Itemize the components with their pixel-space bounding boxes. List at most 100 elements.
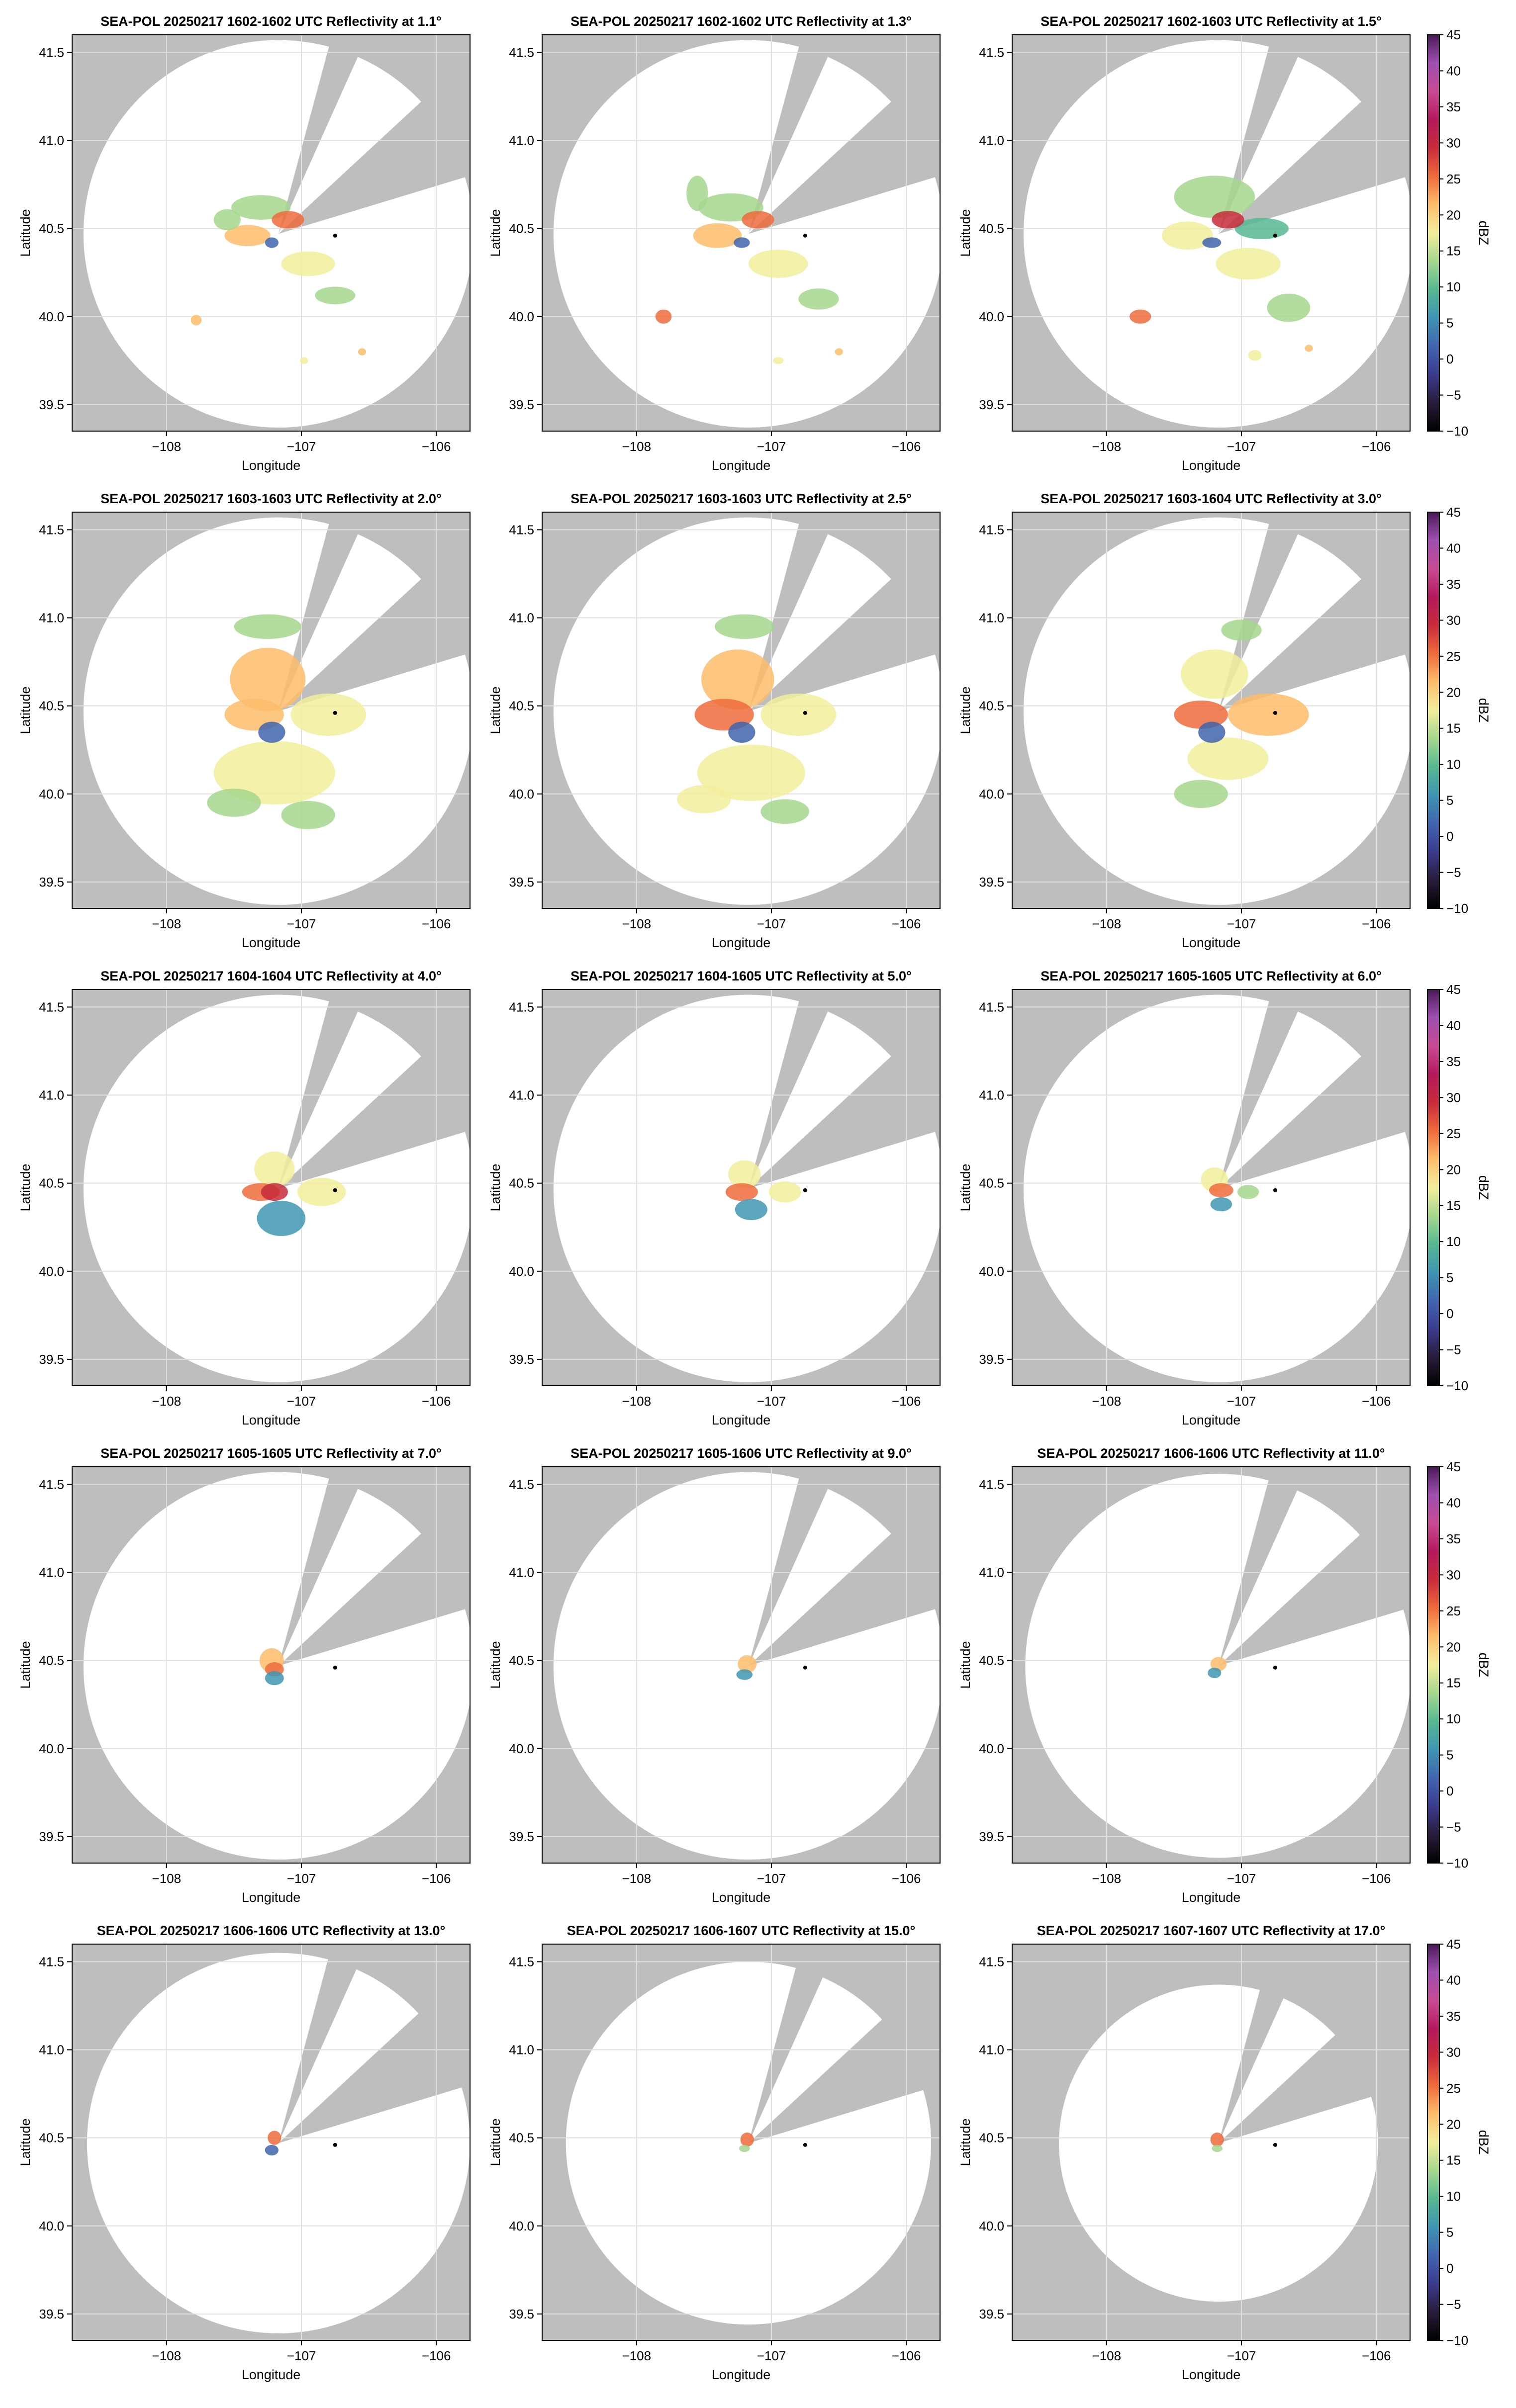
site-marker	[803, 2142, 807, 2147]
x-axis-label: Longitude	[242, 458, 301, 473]
colorbar-tick-label: −5	[1446, 1820, 1461, 1835]
axes-frame	[72, 34, 471, 432]
echo-region	[736, 1669, 753, 1680]
colorbar-tick-label: 5	[1446, 793, 1453, 808]
site-marker	[333, 711, 337, 715]
radar-coverage	[83, 40, 470, 428]
echo-region	[1198, 721, 1226, 743]
x-axis-label: Longitude	[712, 1413, 771, 1427]
panel-title: SEA-POL 20250217 1605-1605 UTC Reflectiv…	[1041, 969, 1382, 983]
x-tick-label: −107	[287, 2348, 316, 2363]
axes-frame	[542, 1944, 941, 2341]
colorbar-bar	[1427, 1944, 1440, 2341]
y-tick-label: 41.5	[39, 1477, 64, 1492]
plot-area	[72, 1467, 470, 1863]
y-tick-label: 41.5	[39, 45, 64, 60]
colorbar-tick-label: 20	[1446, 2117, 1461, 2132]
site-marker	[1273, 233, 1277, 238]
echo-region	[1180, 649, 1248, 699]
panel-5: −108 −107 −106 39.5 40.0 40.5 41.0 41.5 Longitud…	[488, 491, 941, 950]
echo-region	[1237, 1185, 1259, 1199]
x-tick-label: −107	[757, 1871, 786, 1886]
colorbar-tick-label: 20	[1446, 685, 1461, 700]
echo-region	[677, 785, 731, 813]
panel-title: SEA-POL 20250217 1606-1606 UTC Reflectiv…	[1037, 1446, 1385, 1461]
panel-15: −108 −107 −106 39.5 40.0 40.5 41.0 41.5 Longitud…	[958, 1923, 1411, 2382]
y-tick-label: 40.5	[979, 2131, 1004, 2145]
y-tick-label: 41.5	[39, 522, 64, 537]
panel-3: −108 −107 −106 39.5 40.0 40.5 41.0 41.5 Longitud…	[958, 14, 1411, 473]
x-axis-label: Longitude	[242, 1413, 301, 1427]
axes-frame	[1012, 1466, 1411, 1864]
y-tick-label: 39.5	[979, 1829, 1004, 1844]
y-tick-label: 40.0	[39, 2219, 64, 2233]
x-tick-label: −108	[1092, 439, 1122, 454]
site-marker	[1273, 1665, 1277, 1670]
panel-11: −108 −107 −106 39.5 40.0 40.5 41.0 41.5 Longitud…	[488, 1446, 941, 1905]
colorbar-bar	[1427, 1466, 1440, 1864]
y-tick-label: 39.5	[509, 397, 534, 412]
echo-region	[258, 721, 285, 743]
colorbar-tick-label: −10	[1446, 424, 1468, 439]
colorbar-tick-label: 15	[1446, 2153, 1461, 2168]
panel-title: SEA-POL 20250217 1605-1605 UTC Reflectiv…	[100, 1446, 442, 1461]
y-tick-label: 39.5	[979, 875, 1004, 890]
site-marker	[333, 1188, 337, 1192]
x-tick-label: −107	[1227, 2348, 1256, 2363]
colorbar-tick-label: 30	[1446, 2045, 1461, 2059]
site-marker	[333, 233, 337, 238]
y-tick-label: 41.5	[509, 999, 534, 1014]
y-tick-label: 41.0	[979, 611, 1004, 625]
axes-frame	[1012, 512, 1411, 909]
echo-region	[738, 1655, 757, 1673]
panel-title: SEA-POL 20250217 1602-1602 UTC Reflectiv…	[570, 14, 912, 29]
colorbar-tick-label: 45	[1446, 27, 1461, 42]
axes-frame	[72, 989, 471, 1386]
y-tick-label: 39.5	[979, 397, 1004, 412]
colorbar-label: dBZ	[1476, 1653, 1491, 1678]
y-axis-label: Latitude	[18, 686, 33, 734]
echo-region	[1216, 248, 1281, 280]
colorbar-tick-label: 30	[1446, 135, 1461, 150]
echo-region	[213, 209, 241, 231]
colorbar-tick-label: −10	[1446, 2333, 1468, 2348]
y-tick-label: 40.0	[979, 1741, 1004, 1756]
colorbar-tick-label: 10	[1446, 1234, 1461, 1249]
x-axis-label: Longitude	[1182, 1890, 1241, 1905]
y-tick-label: 41.0	[979, 2043, 1004, 2057]
x-tick-label: −107	[757, 916, 786, 931]
colorbar-tick-label: 40	[1446, 1018, 1461, 1033]
colorbar-tick-label: 10	[1446, 279, 1461, 294]
echo-region	[835, 348, 843, 356]
site-marker	[1273, 711, 1277, 715]
colorbar-tick-label: 10	[1446, 2189, 1461, 2204]
plot-area	[542, 512, 940, 908]
y-tick-label: 41.0	[39, 2043, 64, 2057]
y-axis-label: Latitude	[488, 1163, 503, 1211]
echo-region	[265, 237, 279, 248]
y-axis-label: Latitude	[958, 1163, 973, 1211]
y-tick-label: 40.5	[509, 221, 534, 236]
x-tick-label: −108	[1092, 1394, 1122, 1409]
plot-area	[1012, 989, 1410, 1386]
panel-14: −108 −107 −106 39.5 40.0 40.5 41.0 41.5 Longitud…	[488, 1923, 941, 2382]
x-tick-label: −106	[892, 439, 921, 454]
echo-region	[254, 1151, 295, 1187]
y-tick-label: 39.5	[39, 2307, 64, 2321]
echo-region	[261, 1183, 288, 1201]
colorbar-tick-label: 10	[1446, 1711, 1461, 1726]
y-tick-label: 40.5	[39, 2131, 64, 2145]
panel-title: SEA-POL 20250217 1604-1604 UTC Reflectiv…	[100, 969, 442, 983]
y-axis-label: Latitude	[18, 209, 33, 257]
colorbar-tick-label: −5	[1446, 865, 1461, 880]
colorbar-tick-label: 40	[1446, 1972, 1461, 1987]
y-tick-label: 40.5	[39, 699, 64, 713]
echo-region	[265, 2144, 279, 2156]
colorbar: 45 40 35 30 25 20 15 10 5 0 −5 −10 dBZ	[1427, 27, 1491, 439]
echo-region	[272, 211, 304, 229]
x-tick-label: −106	[422, 916, 451, 931]
x-axis-label: Longitude	[1182, 935, 1241, 950]
panel-title: SEA-POL 20250217 1603-1604 UTC Reflectiv…	[1041, 491, 1382, 506]
echo-region	[760, 693, 837, 736]
